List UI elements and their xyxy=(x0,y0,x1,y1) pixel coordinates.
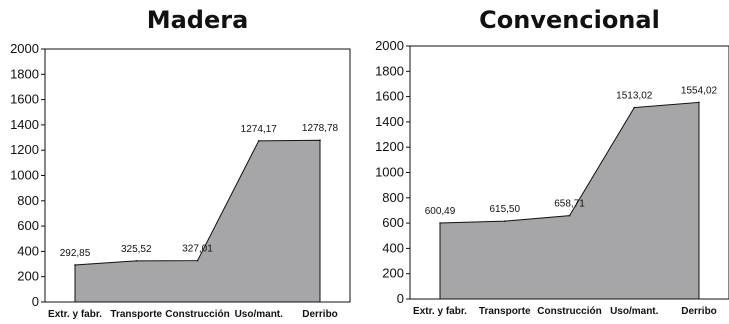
convencional-point xyxy=(698,101,700,104)
convencional-ytick-label: 800 xyxy=(382,190,404,205)
madera-data-label: 325,52 xyxy=(121,244,152,255)
convencional-xtick-label: Extr. y fabr. xyxy=(413,306,467,317)
madera-point xyxy=(74,264,76,266)
convencional-ytick-label: 200 xyxy=(382,266,404,281)
convencional-ytick-label: 1800 xyxy=(375,63,404,78)
convencional-data-label: 1554,02 xyxy=(681,85,718,96)
madera-ytick-label: 0 xyxy=(32,294,39,309)
madera-ytick-label: 1800 xyxy=(10,66,39,81)
madera-xtick-label: Derribo xyxy=(302,309,338,320)
madera-ytick-label: 1600 xyxy=(10,92,39,107)
madera-point xyxy=(257,140,260,142)
madera-svg: Madera 0 200 400 600 800 1000 1200 1400 1600 1800 2… xyxy=(10,6,351,320)
madera-xtick-label: Construcción xyxy=(165,309,229,320)
chart-convencional: Convencional 0 200 400 600 800 1000 1200 1400 160… xyxy=(365,0,729,324)
convencional-ytick-label: 1400 xyxy=(375,114,404,129)
convencional-data-label: 1513,02 xyxy=(616,91,653,102)
madera-data-label: 327,01 xyxy=(182,244,213,255)
convencional-ytick-label: 2000 xyxy=(375,38,404,53)
madera-xtick-label: Extr. y fabr. xyxy=(48,309,102,320)
madera-ytick-label: 1000 xyxy=(10,168,39,183)
convencional-xtick-label: Derribo xyxy=(681,306,717,317)
madera-ytick-label: 800 xyxy=(17,193,39,208)
convencional-svg: Convencional 0 200 400 600 800 1000 1200 1400 160… xyxy=(375,6,729,317)
convencional-ytick-label: 1600 xyxy=(375,89,404,104)
madera-point xyxy=(319,139,321,142)
convencional-ytick-label: 400 xyxy=(382,240,404,255)
convencional-ytick-label: 0 xyxy=(397,291,404,306)
convencional-point xyxy=(503,220,506,222)
madera-data-label: 1278,78 xyxy=(302,123,339,134)
convencional-ytick-label: 1000 xyxy=(375,165,404,180)
convencional-data-label: 658,71 xyxy=(554,199,585,210)
convencional-ytick-label: 1200 xyxy=(375,139,404,154)
convencional-data-label: 615,50 xyxy=(489,204,520,215)
madera-point xyxy=(196,259,199,262)
madera-area xyxy=(74,139,321,303)
madera-ytick-label: 600 xyxy=(17,218,39,233)
convencional-point xyxy=(568,214,571,217)
convencional-xtick-label: Transporte xyxy=(479,306,531,317)
madera-point xyxy=(135,260,138,262)
convencional-xtick-label: Construcción xyxy=(537,306,601,317)
chart-madera: Madera 0 200 400 600 800 1000 1200 1400 1600 1800 2… xyxy=(10,6,351,320)
madera-ytick-label: 200 xyxy=(17,269,39,284)
madera-title: Madera xyxy=(147,6,249,34)
convencional-area xyxy=(439,101,700,300)
madera-xtick-label: Transporte xyxy=(110,309,162,320)
madera-ytick-label: 400 xyxy=(17,243,39,258)
madera-data-label: 1274,17 xyxy=(241,124,278,135)
convencional-point xyxy=(633,106,636,109)
madera-ytick-label: 1200 xyxy=(10,142,39,157)
convencional-xtick-label: Uso/mant. xyxy=(610,306,659,317)
madera-ytick-label: 2000 xyxy=(10,41,39,56)
convencional-title: Convencional xyxy=(479,6,660,34)
convencional-data-label: 600,49 xyxy=(425,206,456,217)
madera-ytick-label: 1400 xyxy=(10,117,39,132)
convencional-point xyxy=(439,222,441,224)
madera-data-label: 292,85 xyxy=(60,248,91,259)
madera-xtick-label: Uso/mant. xyxy=(235,309,284,320)
convencional-ytick-label: 600 xyxy=(382,215,404,230)
